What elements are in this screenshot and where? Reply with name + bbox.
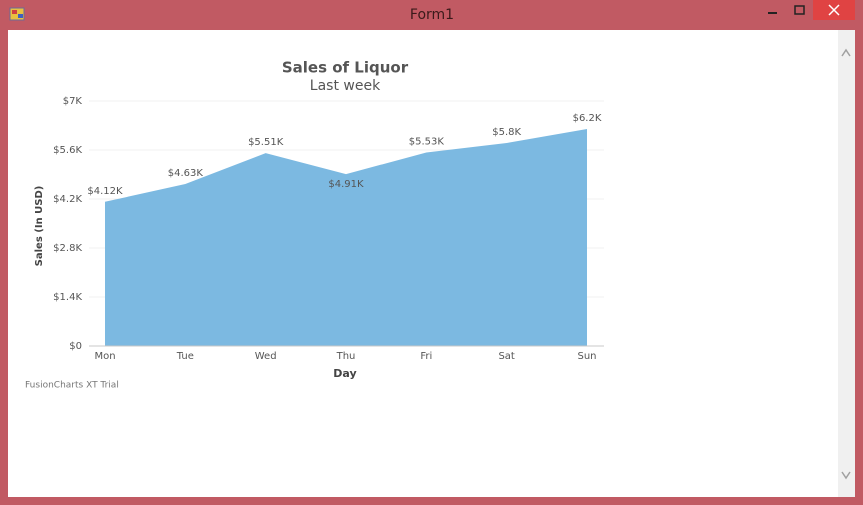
chart-subtitle: Last week (310, 78, 381, 94)
y-tick-label: $1.4K (53, 292, 82, 303)
window-title: Form1 (410, 7, 454, 23)
data-label: $4.63K (168, 168, 204, 179)
scroll-down[interactable] (841, 471, 851, 480)
data-label: $4.91K (328, 179, 364, 190)
data-label: $5.8K (492, 127, 521, 138)
watermark: FusionCharts XT Trial (25, 381, 119, 391)
y-tick-label: $5.6K (53, 145, 82, 156)
y-tick-label: $7K (63, 96, 83, 107)
x-tick-label: Fri (420, 351, 432, 362)
data-label: $5.51K (248, 137, 284, 148)
scrollbar[interactable] (838, 30, 855, 497)
x-tick-label: Tue (176, 351, 194, 362)
x-tick-label: Wed (255, 351, 277, 362)
x-tick-label: Sun (577, 351, 596, 362)
minimize-button[interactable] (768, 12, 777, 14)
chart-title: Sales of Liquor (282, 59, 409, 77)
data-label: $5.53K (409, 136, 445, 147)
scroll-up[interactable] (841, 48, 851, 57)
maximize-button[interactable] (794, 5, 805, 15)
app-icon-part (18, 14, 23, 18)
y-tick-label: $4.2K (53, 194, 82, 205)
y-axis-title: Sales (In USD) (34, 186, 45, 267)
data-label: $4.12K (87, 186, 123, 197)
app-icon-part (12, 10, 17, 14)
close-icon (828, 4, 840, 16)
x-tick-label: Mon (94, 351, 115, 362)
data-label: $6.2K (573, 113, 602, 124)
x-tick-label: Sat (498, 351, 514, 362)
area (105, 129, 587, 346)
x-axis-title: Day (333, 367, 356, 380)
y-tick-label: $2.8K (53, 243, 82, 254)
x-tick-label: Thu (336, 351, 356, 362)
y-tick-label: $0 (69, 341, 82, 352)
chart: Sales of Liquor Last week Day Sales (In … (25, 59, 604, 391)
